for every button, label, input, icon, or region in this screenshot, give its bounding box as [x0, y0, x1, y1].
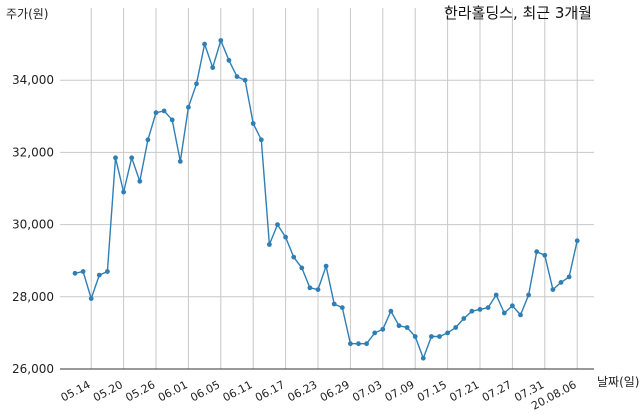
data-point [121, 189, 126, 195]
data-point [445, 330, 450, 336]
data-point [267, 242, 272, 247]
data-point [218, 38, 224, 43]
x-tick-label: 06.29 [318, 378, 352, 404]
data-point [145, 137, 151, 143]
data-point [226, 57, 232, 63]
x-tick-label: 07.09 [383, 378, 417, 404]
data-point [88, 296, 94, 301]
data-point [510, 303, 515, 309]
y-tick-label: 34,000 [12, 73, 54, 87]
data-point [372, 330, 378, 336]
x-tick-label: 06.11 [221, 378, 255, 404]
data-point [412, 334, 418, 339]
data-point [210, 65, 216, 70]
data-point [420, 355, 426, 361]
data-point [550, 287, 556, 292]
x-axis-label: 날짜(일) [597, 375, 639, 389]
x-tick-label: 06.17 [253, 378, 287, 404]
x-axis-ticks: 05.1405.2005.2606.0106.0506.1106.1706.23… [59, 378, 579, 412]
data-point [307, 285, 313, 291]
data-point [518, 312, 523, 318]
data-point [501, 310, 507, 316]
data-point [323, 263, 329, 269]
data-point [404, 325, 410, 330]
data-point [526, 292, 531, 298]
y-tick-label: 26,000 [12, 362, 54, 376]
data-point [315, 287, 321, 292]
x-tick-label: 07.03 [350, 378, 384, 404]
data-point [283, 234, 288, 240]
x-tick-label: 07.21 [447, 378, 481, 404]
data-point [299, 265, 305, 271]
data-point [356, 341, 361, 347]
data-point [380, 326, 386, 332]
data-point [291, 254, 297, 260]
data-point [194, 81, 199, 87]
y-tick-label: 28,000 [12, 290, 54, 304]
x-tick-label: 06.05 [188, 378, 222, 404]
data-point [453, 325, 459, 330]
data-point [129, 155, 135, 161]
data-point [113, 155, 118, 161]
data-point [566, 274, 572, 280]
chart-title: 한라홀딩스, 최근 3개월 [444, 4, 592, 22]
data-point [388, 308, 394, 314]
series-line [74, 38, 578, 361]
data-point [461, 316, 467, 321]
x-tick-label: 05.14 [59, 378, 93, 404]
data-point [339, 305, 345, 310]
data-point [493, 292, 499, 298]
data-point [364, 341, 369, 347]
x-tick-label: 05.26 [123, 378, 157, 404]
data-point [469, 308, 475, 314]
data-point [177, 159, 183, 164]
data-point [72, 270, 78, 276]
data-point [234, 74, 240, 79]
data-point [137, 178, 143, 184]
gridlines [60, 8, 594, 370]
data-point [542, 252, 548, 258]
data-point [558, 280, 564, 285]
data-point [161, 108, 167, 114]
data-point [169, 117, 175, 123]
data-point [477, 307, 483, 312]
data-point [485, 305, 491, 310]
x-tick-label: 06.01 [156, 378, 190, 404]
y-tick-label: 30,000 [12, 218, 54, 232]
data-point [250, 121, 256, 126]
data-point [331, 301, 337, 307]
data-point [534, 249, 540, 255]
data-point [186, 104, 191, 110]
y-axis-label: 주가(원) [6, 7, 48, 21]
data-point [348, 341, 353, 347]
data-point [429, 334, 434, 339]
y-tick-label: 32,000 [12, 145, 54, 159]
data-point [574, 238, 580, 244]
x-tick-label: 06.23 [285, 378, 319, 404]
data-point [80, 269, 86, 274]
data-point [396, 323, 402, 329]
data-point [202, 41, 208, 47]
data-point [105, 269, 110, 274]
data-point [153, 110, 159, 116]
x-tick-label: 07.15 [415, 378, 449, 404]
data-point [275, 222, 280, 228]
series-points [72, 38, 580, 361]
data-point [96, 272, 102, 278]
x-tick-label: 05.20 [91, 378, 125, 404]
y-axis-ticks: 26,000 28,000 30,000 32,000 34,000 [12, 73, 54, 376]
data-point [242, 77, 248, 83]
data-point [437, 334, 442, 339]
data-point [258, 137, 264, 143]
x-tick-label: 07.27 [480, 378, 514, 404]
